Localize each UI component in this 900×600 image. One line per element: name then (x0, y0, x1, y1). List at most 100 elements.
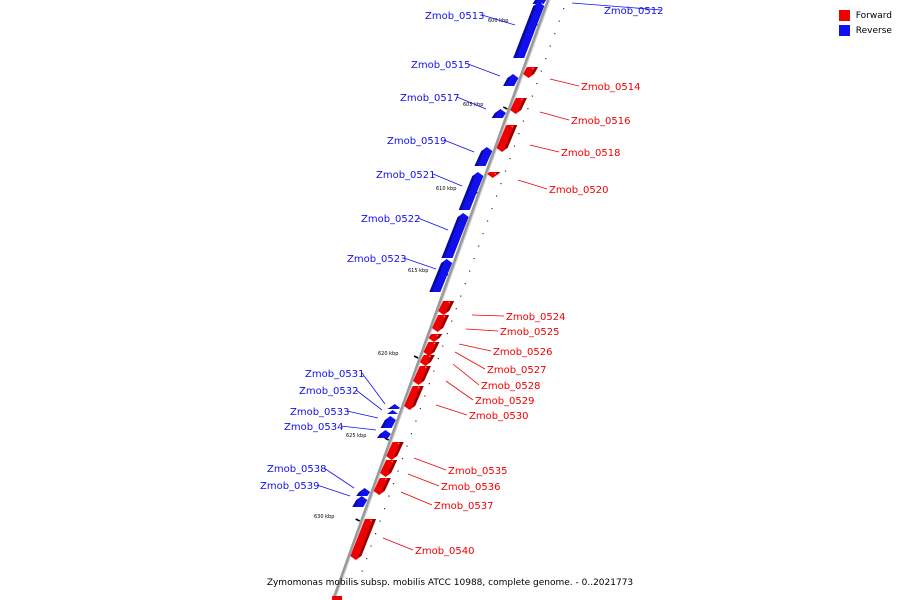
gene-label[interactable]: Zmob_0536 (441, 482, 501, 493)
gene-leader-line (549, 78, 580, 87)
gene-zmob-0527[interactable] (423, 342, 440, 356)
gene-leader-line (316, 484, 351, 497)
gene-zmob-0521[interactable] (458, 172, 484, 210)
gene-label[interactable]: Zmob_0528 (481, 381, 541, 392)
gene-zmob-0540[interactable] (350, 519, 377, 560)
gene-zmob-0525[interactable] (432, 315, 450, 332)
tick-dot (437, 358, 439, 360)
gene-label[interactable]: Zmob_0519 (387, 136, 447, 147)
genome-backbone (331, 0, 551, 600)
gene-zmob-0512[interactable] (532, 0, 547, 4)
gene-label[interactable]: Zmob_0513 (425, 11, 485, 22)
gene-leader-line (467, 63, 501, 77)
gene-arrow-highlight (532, 67, 534, 70)
gene-zmob-0536[interactable] (380, 460, 398, 477)
gene-label[interactable]: Zmob_0539 (260, 481, 320, 492)
gene-zmob-0526[interactable] (428, 334, 443, 342)
gene-label[interactable]: Zmob_0532 (299, 386, 359, 397)
tick-dot (500, 183, 502, 185)
gene-zmob-0530[interactable] (404, 386, 424, 410)
gene-zmob-0518[interactable] (496, 125, 518, 152)
gene-label[interactable]: Zmob_0529 (475, 396, 535, 407)
gene-arrow-highlight (433, 342, 436, 345)
gene-leader-line (417, 217, 449, 231)
gene-zmob-0523[interactable] (429, 259, 453, 292)
gene-arrow-highlight (394, 410, 397, 413)
gene-label[interactable]: Zmob_0520 (549, 185, 609, 196)
gene-label[interactable]: Zmob_0538 (267, 464, 327, 475)
gene-zmob-0513[interactable] (513, 2, 545, 58)
legend-swatch-forward (838, 10, 850, 21)
gene-zmob-0531[interactable] (387, 404, 401, 409)
gene-label[interactable]: Zmob_0537 (434, 501, 494, 512)
gene-arrow-shade (474, 150, 485, 166)
tick-dot (433, 370, 435, 372)
gene-label[interactable]: Zmob_0512 (604, 6, 664, 17)
gene-label[interactable]: Zmob_0521 (376, 170, 436, 181)
gene-zmob-0534[interactable] (377, 430, 391, 438)
tick-dot (469, 270, 471, 272)
tick-dot (504, 170, 507, 172)
gene-leader-line (465, 328, 499, 332)
gene-arrow-shade (518, 98, 527, 111)
gene-leader-line (571, 2, 662, 11)
gene-label[interactable]: Zmob_0534 (284, 422, 344, 433)
gene-arrow-highlight (391, 460, 394, 463)
gene-label[interactable]: Zmob_0518 (561, 148, 621, 159)
gene-zmob-0515[interactable] (503, 74, 519, 86)
tick-dot (424, 395, 426, 397)
gene-arrow-shade (380, 419, 388, 428)
gene-label[interactable]: Zmob_0517 (400, 93, 460, 104)
gene-zmob-0517[interactable] (491, 109, 506, 118)
gene-label[interactable]: Zmob_0540 (415, 546, 475, 557)
gene-zmob-0532[interactable] (385, 410, 399, 414)
gene-zmob-0528[interactable] (419, 355, 435, 366)
gene-zmob-0524[interactable] (438, 301, 455, 315)
gene-leader-line (458, 343, 492, 352)
gene-arrow[interactable] (385, 410, 399, 414)
gene-arrow-highlight (502, 109, 505, 112)
gene-label[interactable]: Zmob_0530 (469, 411, 529, 422)
tick-dot (491, 208, 493, 210)
gene-zmob-0519[interactable] (474, 147, 493, 166)
gene-label[interactable]: Zmob_0526 (493, 347, 553, 358)
gene-arrow-highlight (511, 125, 514, 128)
tick-dot (473, 258, 475, 260)
gene-label[interactable]: Zmob_0514 (581, 82, 641, 93)
gene-arrow-shade (531, 67, 538, 75)
gene-leader-line (445, 380, 474, 401)
kbp-label: 625 kbp (346, 433, 366, 439)
gene-arrow-shade (394, 442, 404, 457)
gene-zmob-0539[interactable] (352, 496, 368, 507)
gene-label[interactable]: Zmob_0524 (506, 312, 566, 323)
gene-label[interactable]: Zmob_0527 (487, 365, 547, 376)
gene-zmob-0522[interactable] (441, 213, 469, 258)
gene-zmob-0537[interactable] (373, 478, 391, 495)
gene-labels: Zmob_0512 Zmob_0513 Zmob_0514 Zmob_0515 Zmob… (260, 2, 664, 557)
gene-label[interactable]: Zmob_0515 (411, 60, 471, 71)
gene-zmob-0533[interactable] (380, 416, 396, 428)
gene-zmob-0516[interactable] (510, 98, 527, 114)
gene-features (332, 0, 547, 600)
gene-zmob-0529[interactable] (413, 366, 431, 385)
gene-label[interactable]: Zmob_0525 (500, 327, 560, 338)
gene-label[interactable]: Zmob_0531 (305, 369, 365, 380)
gene-label[interactable]: Zmob_0523 (347, 254, 407, 265)
gene-label[interactable]: Zmob_0533 (290, 407, 350, 418)
gene-leader-line (340, 425, 377, 431)
gene-label[interactable]: Zmob_0516 (571, 116, 631, 127)
gene-zmob-0514[interactable] (523, 67, 538, 78)
gene-zmob-0535[interactable] (386, 442, 404, 460)
gene-leader-line (456, 96, 487, 110)
gene-label[interactable]: Zmob_0535 (448, 466, 508, 477)
kbp-label: 630 kbp (314, 514, 334, 520)
tick-dot (442, 345, 444, 347)
gene-arrow-highlight (387, 430, 390, 433)
gene-arrow-shade (513, 5, 537, 58)
gene-zmob-0538[interactable] (356, 488, 371, 496)
tick-dot (540, 70, 542, 72)
gene-leader-line (435, 404, 468, 416)
gene-label[interactable]: Zmob_0522 (361, 214, 421, 225)
gene-zmob-0520[interactable] (487, 172, 501, 178)
gene-arrow-highlight (436, 334, 439, 337)
